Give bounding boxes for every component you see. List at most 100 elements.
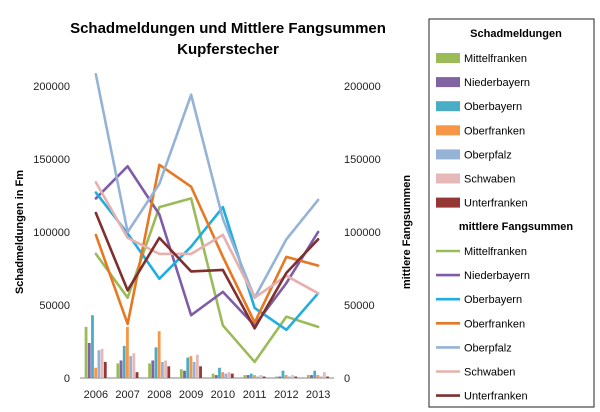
bar-mittelfranken-2011 (243, 375, 247, 378)
bar-unterfranken-2010 (230, 373, 234, 378)
bar-niederbayern-2012 (278, 376, 282, 378)
bar-niederbayern-2013 (310, 375, 313, 378)
left-tick-label: 200000 (33, 81, 70, 93)
line-oberpfalz (94, 73, 320, 300)
line-series-group (94, 73, 320, 364)
bar-unterfranken-2011 (262, 376, 266, 378)
legend-entry-label: Schwaben (464, 367, 515, 379)
legend-swatch-bar (436, 53, 460, 63)
legend-swatch-bar (436, 197, 460, 208)
legend-entry-label: Oberbayern (464, 294, 522, 306)
bar-mittelfranken-2012 (275, 376, 278, 378)
bar-oberbayern-2013 (313, 370, 317, 378)
bar-oberbayern-2012 (281, 370, 285, 378)
legend-entry-label: Unterfranken (464, 391, 528, 403)
bar-oberpfalz-2008 (160, 361, 164, 378)
legend-entry-label: Schwaben (464, 174, 515, 186)
legend: Schadmeldungen Mittelfranken Niederbayern O… (428, 18, 595, 408)
left-tick-label: 50000 (39, 300, 70, 312)
bar-oberfranken-2011 (253, 375, 256, 378)
bar-niederbayern-2010 (214, 375, 218, 378)
bar-oberpfalz-2010 (224, 373, 228, 378)
x-tick-label: 2008 (147, 389, 171, 401)
right-tick-label: 150000 (344, 154, 381, 166)
bar-schwaben-2009 (195, 354, 199, 378)
bar-niederbayern-2007 (119, 360, 123, 378)
left-tick-label: 100000 (33, 227, 70, 239)
bar-niederbayern-2011 (246, 375, 250, 378)
legend-entry-label: Oberbayern (464, 101, 522, 113)
x-tick-label: 2013 (306, 389, 330, 401)
legend-swatch-bar (436, 77, 460, 88)
line-schwaben (94, 181, 320, 300)
legend-heading: Schadmeldungen (470, 28, 562, 40)
right-axis-title: mittlere Fangsummen (401, 175, 413, 290)
legend-entry-label: Unterfranken (464, 198, 528, 210)
bar-oberbayern-2009 (186, 357, 190, 378)
bar-unterfranken-2013 (326, 376, 329, 378)
left-tick-label: 0 (64, 373, 70, 385)
chart-title-line1: Schadmeldungen und Mittlere Fangsummen (70, 20, 386, 37)
bar-schwaben-2007 (132, 353, 136, 378)
x-tick-labels: 2006 2007 2008 2009 2010 2011 2012 2013 (84, 389, 331, 401)
legend-swatch-bar (436, 173, 460, 184)
bar-schwaben-2013 (322, 372, 326, 378)
bar-mittelfranken-2013 (306, 375, 310, 378)
bar-unterfranken-2012 (294, 376, 298, 378)
bar-oberpfalz-2009 (192, 361, 196, 378)
x-tick-label: 2006 (84, 389, 108, 401)
legend-entry-label: Niederbayern (464, 77, 530, 89)
bar-schwaben-2006 (100, 348, 104, 378)
bar-oberfranken-2006 (94, 367, 98, 378)
legend-entry-label: Niederbayern (464, 270, 530, 282)
legend-heading: mittlere Fangsummen (459, 221, 574, 233)
legend-entry-label: Mittelfranken (464, 246, 527, 258)
legend-swatch-bar (436, 101, 460, 112)
bar-niederbayern-2006 (87, 342, 91, 378)
bar-oberpfalz-2013 (319, 376, 323, 378)
bar-oberfranken-2010 (221, 372, 225, 378)
x-tick-label: 2010 (211, 389, 235, 401)
bar-oberbayern-2008 (154, 347, 158, 378)
chart-title-line2: Kupferstecher (177, 41, 279, 58)
bar-niederbayern-2008 (151, 360, 155, 378)
bar-oberfranken-2012 (284, 375, 288, 378)
legend-swatch-bar (436, 149, 460, 160)
bar-series-group (84, 315, 329, 378)
bar-oberfranken-2013 (316, 375, 320, 378)
line-unterfranken (94, 211, 320, 330)
bar-oberpfalz-2007 (129, 356, 133, 378)
left-tick-label: 150000 (33, 154, 70, 166)
bar-schwaben-2011 (259, 375, 263, 378)
line-niederbayern (94, 165, 320, 327)
legend-swatch-bar (436, 125, 460, 136)
bar-oberbayern-2007 (122, 345, 126, 378)
bar-unterfranken-2007 (135, 372, 139, 378)
bar-schwaben-2010 (227, 372, 231, 378)
legend-entry-label: Oberpfalz (464, 342, 512, 354)
bar-mittelfranken-2007 (116, 363, 120, 378)
right-tick-label: 50000 (344, 300, 375, 312)
bar-oberbayern-2011 (249, 373, 253, 378)
bar-oberbayern-2010 (218, 367, 221, 378)
legend-entry-label: Oberfranken (464, 318, 525, 330)
bar-mittelfranken-2006 (84, 326, 88, 378)
right-tick-labels: 0 50000 100000 150000 200000 (344, 81, 381, 385)
bar-unterfranken-2009 (199, 366, 202, 378)
bar-oberfranken-2007 (126, 326, 129, 378)
bar-niederbayern-2009 (183, 370, 186, 378)
x-tick-label: 2011 (243, 389, 267, 401)
bar-oberfranken-2009 (189, 356, 193, 378)
legend-entry-label: Mittelfranken (464, 53, 527, 65)
left-tick-labels: 0 50000 100000 150000 200000 (33, 81, 70, 385)
x-tick-label: 2007 (115, 389, 139, 401)
x-tick-label: 2009 (179, 389, 203, 401)
bar-unterfranken-2006 (103, 361, 107, 378)
bar-oberfranken-2008 (157, 331, 161, 378)
x-tick-label: 2012 (274, 389, 298, 401)
right-tick-label: 0 (344, 373, 350, 385)
bar-oberpfalz-2012 (287, 376, 291, 378)
legend-entry-label: Oberfranken (464, 125, 525, 137)
bar-oberpfalz-2011 (256, 376, 260, 378)
